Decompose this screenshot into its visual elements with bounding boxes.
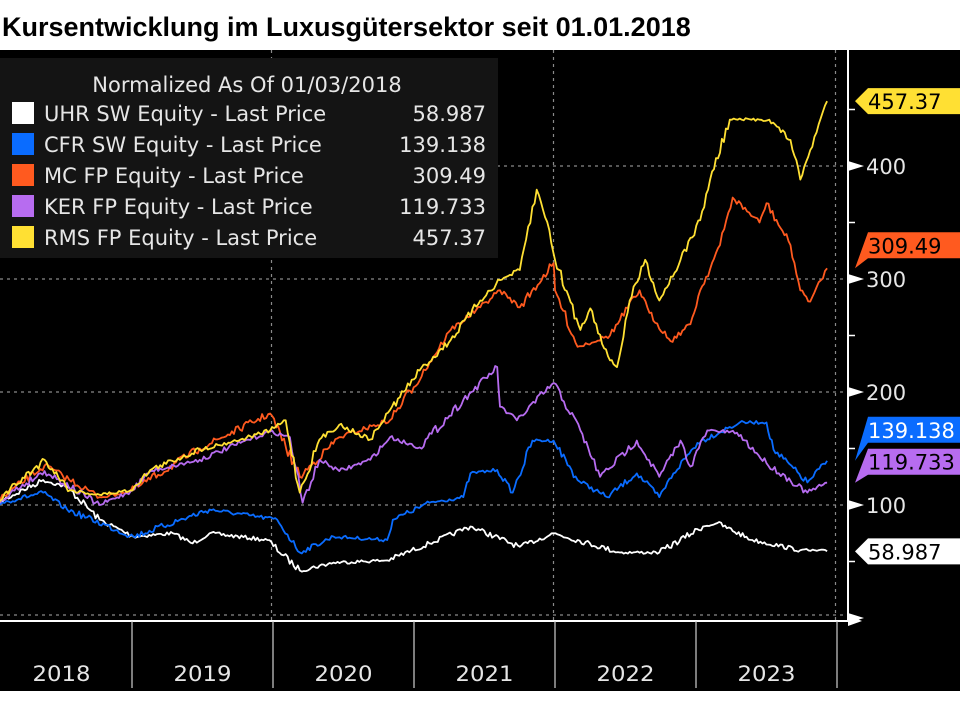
last-price-tag-value: 58.987 (868, 540, 941, 564)
y-tick-label: 400 (866, 155, 906, 179)
legend-series-value: 58.987 (413, 102, 486, 126)
legend-series-value: 309.49 (413, 164, 486, 188)
series-line-cfr (0, 420, 828, 555)
legend-series-name: RMS FP Equity - Last Price (44, 226, 317, 250)
x-axis-arrow (848, 615, 862, 626)
legend-series-name: UHR SW Equity - Last Price (44, 102, 326, 126)
legend-swatch (12, 226, 34, 248)
y-axis-tick (848, 387, 864, 397)
legend-series-name: CFR SW Equity - Last Price (44, 133, 322, 157)
chart-title: Kursentwicklung im Luxusgütersektor seit… (2, 12, 691, 42)
y-axis-tick (848, 500, 864, 510)
legend-item: KER FP Equity - Last Price 119.733 (12, 195, 486, 219)
legend-box (0, 58, 498, 258)
last-price-tag: 309.49 (855, 232, 960, 269)
x-tick-label: 2023 (738, 662, 796, 686)
legend-swatch (12, 102, 34, 124)
legend-series-value: 457.37 (413, 226, 486, 250)
legend-item: RMS FP Equity - Last Price 457.37 (12, 226, 486, 250)
legend-item: UHR SW Equity - Last Price 58.987 (12, 102, 486, 126)
last-price-tag-value: 457.37 (868, 90, 941, 114)
legend-item: CFR SW Equity - Last Price 139.138 (12, 133, 486, 157)
last-price-tag-shape (855, 416, 960, 461)
legend-item: MC FP Equity - Last Price 309.49 (12, 164, 486, 188)
x-tick-label: 2021 (456, 662, 514, 686)
legend-series-name: MC FP Equity - Last Price (44, 164, 304, 188)
x-tick-label: 2019 (174, 662, 232, 686)
legend: Normalized As Of 01/03/2018 UHR SW Equity… (0, 58, 498, 258)
last-price-tag-value: 119.733 (868, 451, 955, 475)
x-tick-label: 2018 (33, 662, 91, 686)
last-price-tag-shape (855, 448, 960, 483)
legend-series-value: 139.138 (399, 133, 486, 157)
x-tick-label: 2020 (315, 662, 373, 686)
last-price-tag-shape (855, 88, 960, 115)
legend-series-name: KER FP Equity - Last Price (44, 195, 313, 219)
legend-series-value: 119.733 (399, 195, 486, 219)
last-price-tag-shape (855, 232, 960, 269)
legend-swatch (12, 195, 34, 217)
last-price-tag-value: 309.49 (868, 234, 941, 258)
y-axis-tick (848, 161, 864, 171)
y-tick-label: 300 (866, 268, 906, 292)
last-price-tag: 58.987 (855, 538, 960, 564)
y-tick-label: 200 (866, 381, 906, 405)
last-price-tag-shape (855, 538, 960, 565)
legend-swatch (12, 133, 34, 155)
y-axis-tick (848, 274, 864, 284)
last-price-tag: 457.37 (855, 88, 960, 114)
x-tick-label: 2022 (597, 662, 655, 686)
last-price-tag: 139.138 (855, 416, 960, 461)
legend-title: Normalized As Of 01/03/2018 (92, 73, 401, 97)
series-line-mc (0, 196, 828, 503)
y-tick-label: 100 (866, 494, 906, 518)
legend-swatch (12, 164, 34, 186)
last-price-tag-value: 139.138 (868, 419, 955, 443)
last-price-tag: 119.733 (855, 448, 960, 483)
line-chart: 100 200 300 400 2018 2019 2020 2021 2022 2023 58.9… (0, 50, 960, 691)
series-line-rms (0, 100, 828, 503)
